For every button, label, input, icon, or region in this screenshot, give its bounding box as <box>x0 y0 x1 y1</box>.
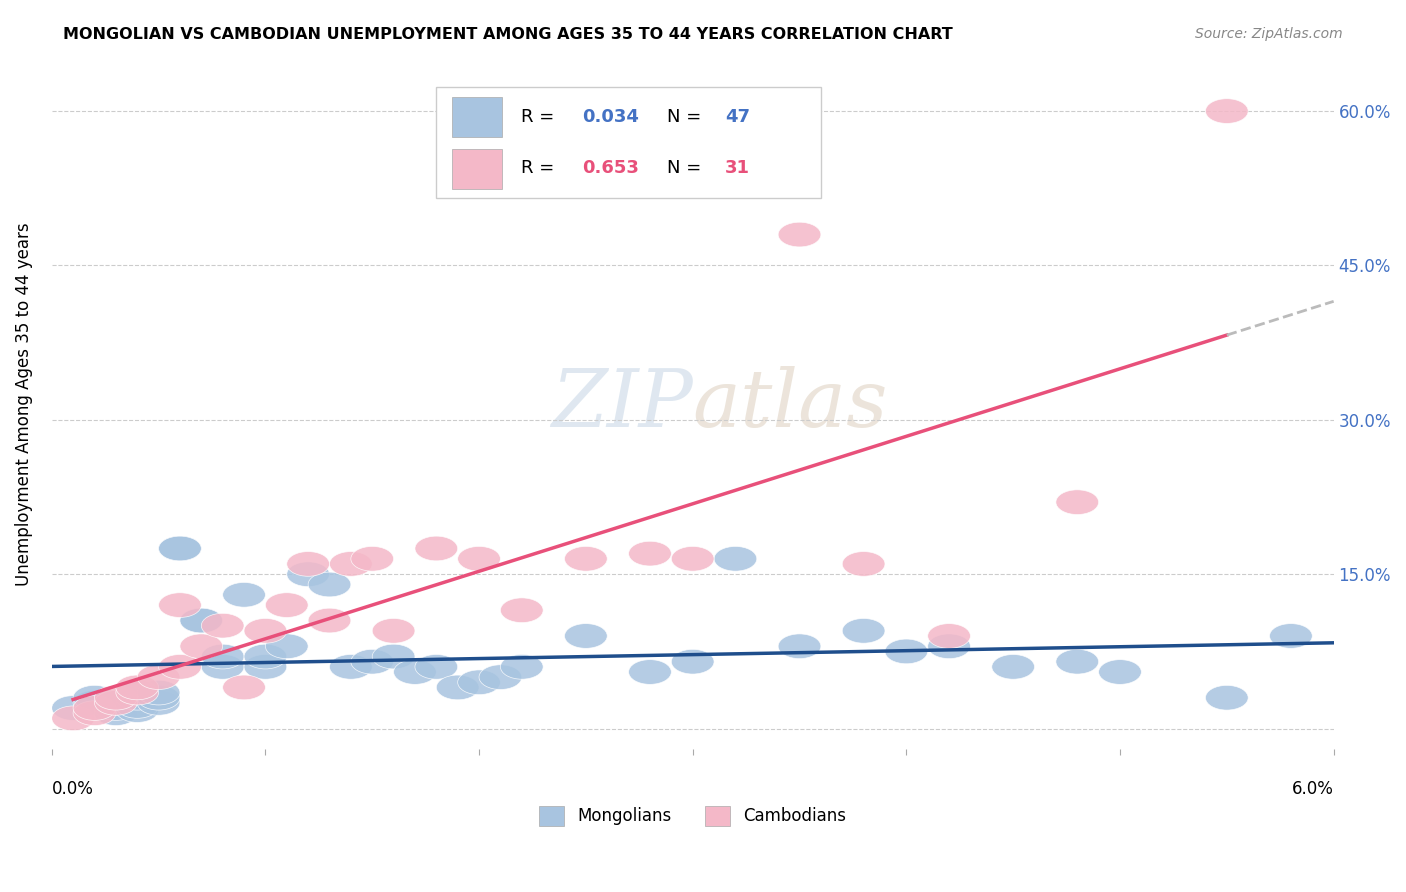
Ellipse shape <box>115 685 159 710</box>
Ellipse shape <box>180 634 222 658</box>
Ellipse shape <box>671 547 714 571</box>
Ellipse shape <box>52 706 94 731</box>
Ellipse shape <box>159 655 201 679</box>
Text: atlas: atlas <box>693 366 889 443</box>
Ellipse shape <box>352 547 394 571</box>
Ellipse shape <box>1205 99 1249 123</box>
Ellipse shape <box>415 655 458 679</box>
Text: MONGOLIAN VS CAMBODIAN UNEMPLOYMENT AMONG AGES 35 TO 44 YEARS CORRELATION CHART: MONGOLIAN VS CAMBODIAN UNEMPLOYMENT AMON… <box>63 27 953 42</box>
Ellipse shape <box>1098 660 1142 684</box>
Ellipse shape <box>458 547 501 571</box>
Ellipse shape <box>329 551 373 576</box>
Ellipse shape <box>138 681 180 705</box>
Ellipse shape <box>159 536 201 561</box>
Ellipse shape <box>564 547 607 571</box>
Ellipse shape <box>778 222 821 247</box>
Legend: Mongolians, Cambodians: Mongolians, Cambodians <box>533 799 853 832</box>
Ellipse shape <box>501 655 543 679</box>
Ellipse shape <box>458 670 501 695</box>
Ellipse shape <box>436 675 479 700</box>
Ellipse shape <box>1205 685 1249 710</box>
Ellipse shape <box>138 690 180 715</box>
Ellipse shape <box>564 624 607 648</box>
Ellipse shape <box>115 681 159 705</box>
Ellipse shape <box>373 618 415 643</box>
Ellipse shape <box>373 644 415 669</box>
Ellipse shape <box>201 614 245 638</box>
Ellipse shape <box>115 698 159 723</box>
Ellipse shape <box>138 665 180 690</box>
Ellipse shape <box>94 701 138 725</box>
Ellipse shape <box>928 624 970 648</box>
Ellipse shape <box>94 690 138 715</box>
Ellipse shape <box>628 541 671 566</box>
Ellipse shape <box>159 536 201 561</box>
Ellipse shape <box>94 690 138 715</box>
Ellipse shape <box>287 551 329 576</box>
Ellipse shape <box>115 681 159 705</box>
Ellipse shape <box>714 547 756 571</box>
Ellipse shape <box>394 660 436 684</box>
Ellipse shape <box>1056 649 1098 674</box>
Ellipse shape <box>884 639 928 664</box>
Ellipse shape <box>778 634 821 658</box>
Ellipse shape <box>201 655 245 679</box>
Ellipse shape <box>245 655 287 679</box>
Ellipse shape <box>94 685 138 710</box>
Text: 6.0%: 6.0% <box>1292 780 1334 797</box>
Ellipse shape <box>222 582 266 607</box>
Ellipse shape <box>308 608 352 633</box>
Ellipse shape <box>73 685 115 710</box>
Ellipse shape <box>928 634 970 658</box>
Ellipse shape <box>479 665 522 690</box>
Ellipse shape <box>73 690 115 715</box>
Ellipse shape <box>415 536 458 561</box>
Ellipse shape <box>180 608 222 633</box>
Ellipse shape <box>138 685 180 710</box>
Ellipse shape <box>159 593 201 617</box>
Ellipse shape <box>266 634 308 658</box>
Ellipse shape <box>329 655 373 679</box>
Ellipse shape <box>52 696 94 721</box>
Ellipse shape <box>991 655 1035 679</box>
Ellipse shape <box>628 660 671 684</box>
Ellipse shape <box>115 675 159 700</box>
Ellipse shape <box>94 696 138 721</box>
Ellipse shape <box>73 696 115 721</box>
Ellipse shape <box>222 675 266 700</box>
Text: 0.0%: 0.0% <box>52 780 94 797</box>
Ellipse shape <box>287 562 329 587</box>
Ellipse shape <box>245 618 287 643</box>
Ellipse shape <box>501 598 543 623</box>
Ellipse shape <box>842 618 884 643</box>
Ellipse shape <box>308 572 352 597</box>
Ellipse shape <box>201 644 245 669</box>
Ellipse shape <box>671 649 714 674</box>
Ellipse shape <box>1056 490 1098 515</box>
Ellipse shape <box>266 593 308 617</box>
Ellipse shape <box>73 701 115 725</box>
Y-axis label: Unemployment Among Ages 35 to 44 years: Unemployment Among Ages 35 to 44 years <box>15 223 32 586</box>
Ellipse shape <box>180 608 222 633</box>
Ellipse shape <box>842 551 884 576</box>
Ellipse shape <box>115 694 159 718</box>
Text: Source: ZipAtlas.com: Source: ZipAtlas.com <box>1195 27 1343 41</box>
Ellipse shape <box>1270 624 1312 648</box>
Ellipse shape <box>245 644 287 669</box>
Ellipse shape <box>352 649 394 674</box>
Text: ZIP: ZIP <box>551 366 693 443</box>
